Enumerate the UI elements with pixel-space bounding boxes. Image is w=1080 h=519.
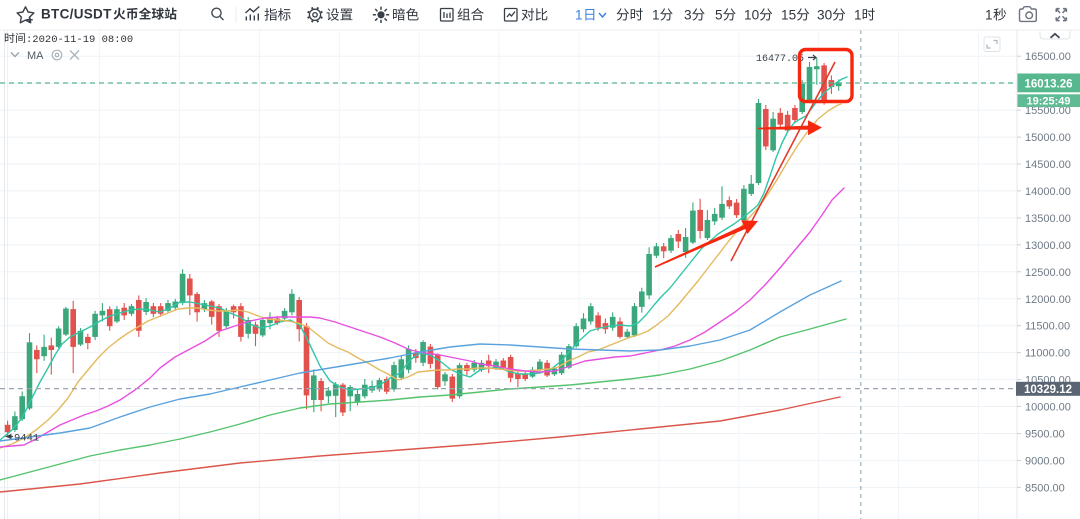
svg-text:3: 3 — [684, 8, 692, 23]
svg-text:10329.12: 10329.12 — [1024, 384, 1072, 396]
svg-text:BTC/USDT: BTC/USDT — [41, 7, 112, 22]
svg-text:19:25:49: 19:25:49 — [1026, 96, 1070, 108]
svg-text:1: 1 — [985, 8, 993, 23]
svg-text:16013.26: 16013.26 — [1025, 79, 1073, 91]
svg-text:10000.00: 10000.00 — [1025, 402, 1071, 414]
svg-text:11000.00: 11000.00 — [1025, 348, 1070, 360]
svg-text:13500.00: 13500.00 — [1025, 213, 1071, 225]
svg-text:1: 1 — [652, 8, 660, 23]
svg-text:1: 1 — [781, 8, 789, 23]
svg-text:0: 0 — [752, 8, 760, 23]
svg-text:9500.00: 9500.00 — [1025, 429, 1065, 441]
svg-text:9441: 9441 — [14, 433, 39, 445]
svg-text:13000.00: 13000.00 — [1025, 240, 1071, 252]
svg-text:5: 5 — [715, 8, 723, 23]
svg-text:0: 0 — [825, 8, 833, 23]
svg-text:12000.00: 12000.00 — [1025, 294, 1071, 306]
svg-text:15500.00: 15500.00 — [1025, 105, 1071, 117]
svg-text:3: 3 — [817, 8, 825, 23]
svg-text:12500.00: 12500.00 — [1025, 267, 1071, 279]
svg-text:1: 1 — [744, 8, 752, 23]
svg-text:9000.00: 9000.00 — [1025, 455, 1065, 467]
svg-text:14000.00: 14000.00 — [1025, 186, 1071, 198]
svg-text:15000.00: 15000.00 — [1025, 132, 1071, 144]
svg-text:5: 5 — [789, 8, 797, 23]
svg-text:11500.00: 11500.00 — [1025, 321, 1070, 333]
svg-text:16500.00: 16500.00 — [1025, 51, 1071, 63]
svg-text:14500.00: 14500.00 — [1025, 159, 1071, 171]
svg-text:1: 1 — [854, 8, 862, 23]
svg-text:1: 1 — [575, 8, 583, 23]
svg-text:MA: MA — [27, 50, 44, 62]
svg-text:16477.05: 16477.05 — [756, 54, 804, 65]
svg-text::2020-11-19 08:00: :2020-11-19 08:00 — [26, 34, 133, 46]
svg-text:8500.00: 8500.00 — [1025, 482, 1065, 494]
